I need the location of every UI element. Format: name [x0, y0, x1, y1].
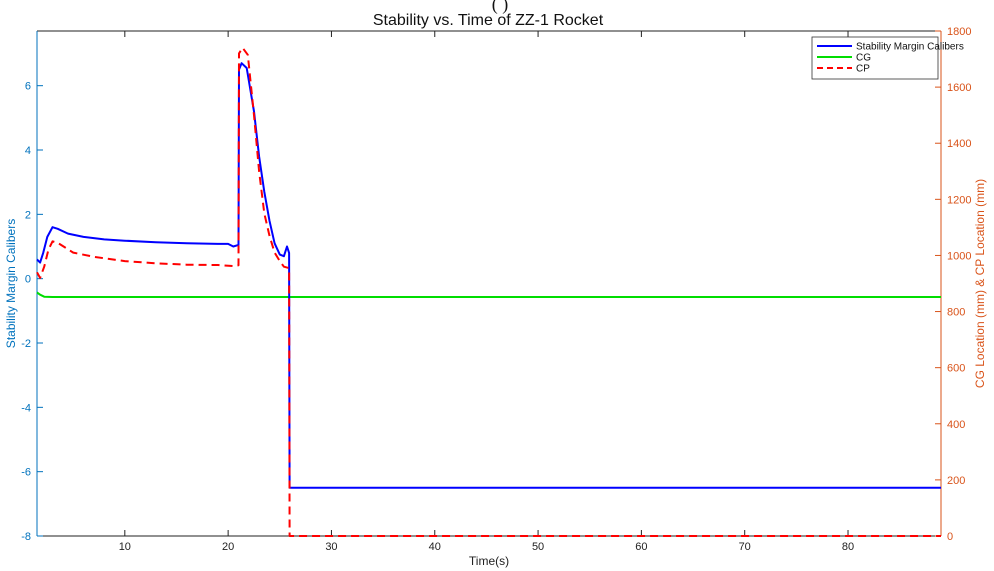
cg-line	[36, 291, 941, 298]
stability-margin-line	[36, 62, 941, 489]
x-tick-label: 40	[429, 541, 441, 553]
axes: 10 20 30 40 50 60 70 80-8-6-4-20246020040060080…	[21, 26, 971, 553]
y-right-tick-label: 1000	[947, 250, 971, 262]
y-right-tick-label: 1800	[947, 26, 971, 38]
y-axis-left-label: Stability Margin Calibers	[4, 219, 18, 348]
plot-background	[37, 31, 941, 536]
y-right-tick-label: 600	[947, 363, 965, 375]
y-right-tick-label: 400	[947, 419, 965, 431]
y-axis-right-label: CG Location (mm) & CP Location (mm)	[973, 179, 987, 388]
y-left-tick-label: -2	[21, 338, 31, 350]
legend-entry: CP	[856, 64, 870, 75]
y-left-tick-label: 4	[25, 145, 31, 157]
x-tick-label: 60	[635, 541, 647, 553]
x-tick-label: 20	[222, 541, 234, 553]
chart-title: Stability vs. Time of ZZ-1 Rocket	[373, 12, 604, 29]
y-left-tick-label: 6	[25, 81, 31, 93]
y-left-tick-label: 2	[25, 209, 31, 221]
series-layer	[36, 46, 941, 537]
y-right-tick-label: 1200	[947, 194, 971, 206]
y-right-tick-label: 800	[947, 307, 965, 319]
plot-area	[37, 31, 941, 536]
x-tick-label: 80	[842, 541, 854, 553]
y-right-tick-label: 1600	[947, 82, 971, 94]
y-left-tick-label: -8	[21, 531, 31, 543]
legend-entry: CG	[856, 53, 871, 64]
y-left-tick-label: 0	[25, 274, 31, 286]
x-tick-label: 50	[532, 541, 544, 553]
partial-subfigure-label: ( )	[492, 0, 509, 15]
y-right-tick-label: 200	[947, 475, 965, 487]
x-tick-label: 30	[325, 541, 337, 553]
y-right-tick-label: 0	[947, 531, 953, 543]
y-left-tick-label: -6	[21, 467, 31, 479]
x-tick-label: 70	[739, 541, 751, 553]
y-right-tick-label: 1400	[947, 138, 971, 150]
x-axis-label: Time(s)	[469, 554, 509, 568]
y-left-tick-label: -4	[21, 402, 31, 414]
cp-line	[36, 46, 941, 537]
x-tick-label: 10	[119, 541, 131, 553]
legend-entry: Stability Margin Calibers	[856, 42, 964, 53]
